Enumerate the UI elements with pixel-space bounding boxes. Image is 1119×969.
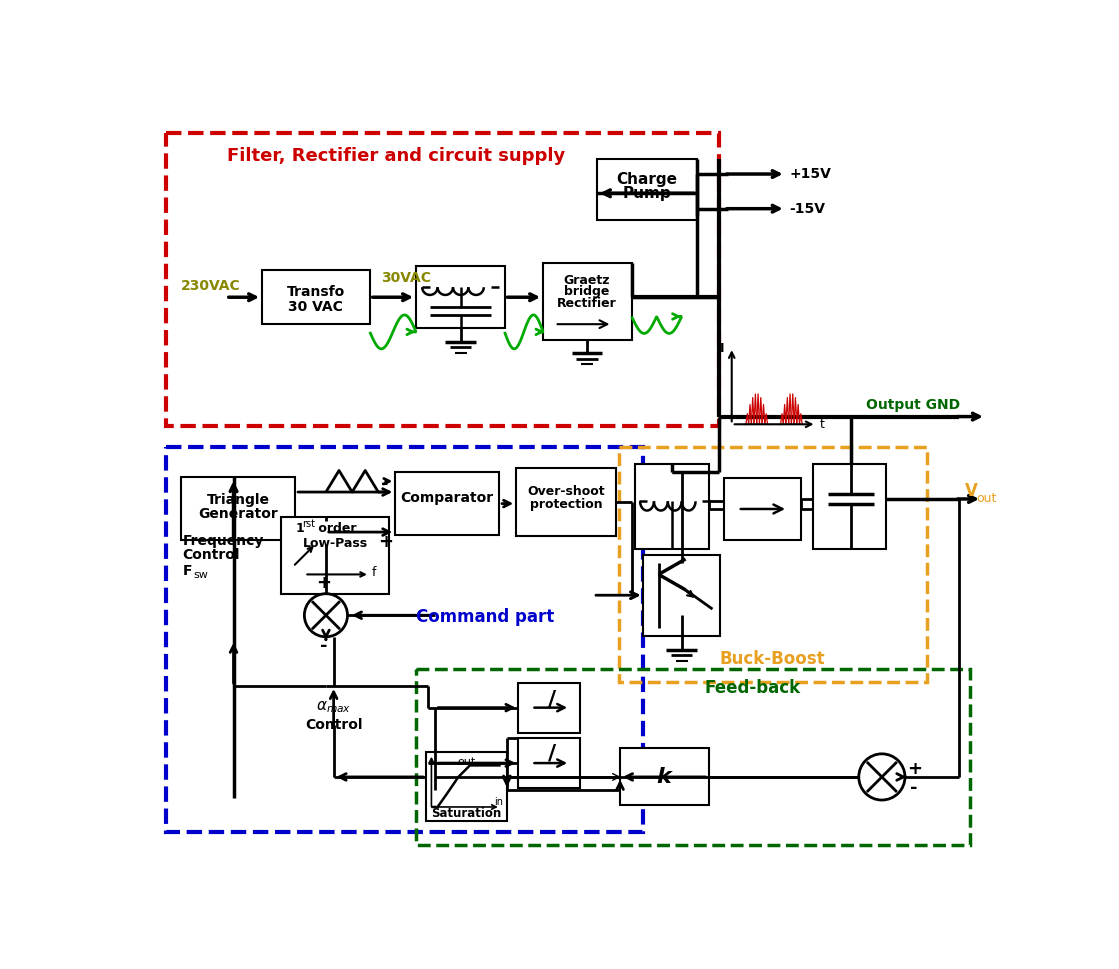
Text: k: k (657, 766, 671, 787)
Text: -: - (382, 476, 389, 493)
Bar (619, 448, 927, 682)
Text: +15V: +15V (790, 167, 831, 181)
Text: out: out (976, 492, 996, 506)
Text: -: - (320, 637, 328, 655)
Text: $\alpha_{max}$: $\alpha_{max}$ (316, 700, 351, 715)
Text: -15V: -15V (790, 202, 826, 216)
Text: 230VAC: 230VAC (181, 279, 241, 293)
Text: Charge: Charge (617, 172, 677, 187)
Text: f: f (372, 566, 376, 578)
Text: Triangle: Triangle (207, 493, 270, 507)
Bar (636, 464, 708, 549)
Text: Filter, Rectifier and circuit supply: Filter, Rectifier and circuit supply (227, 147, 565, 166)
Bar (518, 683, 580, 734)
Bar (596, 159, 697, 220)
Text: I: I (721, 342, 725, 356)
Text: Graetz: Graetz (564, 274, 610, 287)
Text: +: + (906, 761, 922, 778)
Bar (724, 478, 801, 540)
Text: F: F (182, 564, 192, 578)
Text: Rectifier: Rectifier (557, 297, 617, 310)
Text: Generator: Generator (198, 507, 278, 520)
Text: Command part: Command part (416, 608, 554, 626)
Bar (643, 555, 721, 636)
Text: Transfo: Transfo (286, 285, 345, 298)
Bar (516, 468, 617, 536)
Text: Control: Control (182, 548, 241, 562)
Bar (281, 516, 389, 594)
Text: /: / (548, 690, 556, 710)
Bar (426, 752, 507, 821)
Bar (518, 738, 580, 789)
Text: 1: 1 (295, 521, 304, 535)
Text: +: + (378, 533, 393, 551)
Text: /: / (548, 744, 556, 764)
Bar (166, 448, 643, 832)
Text: Over-shoot: Over-shoot (527, 484, 605, 498)
Text: 30VAC: 30VAC (382, 271, 431, 285)
Bar (262, 270, 369, 325)
Text: Feed-back: Feed-back (705, 678, 801, 697)
Text: +: + (317, 574, 331, 592)
Text: rst: rst (302, 519, 316, 529)
Text: protection: protection (530, 498, 602, 511)
Bar (416, 670, 970, 845)
Text: Saturation: Saturation (431, 806, 501, 820)
Text: Low-Pass: Low-Pass (302, 537, 368, 550)
Text: sw: sw (194, 570, 208, 580)
Text: -: - (911, 779, 918, 797)
Text: bridge: bridge (564, 285, 610, 298)
Bar (416, 266, 505, 328)
Bar (620, 748, 708, 805)
Text: 30 VAC: 30 VAC (289, 300, 344, 314)
Text: Buck-Boost: Buck-Boost (720, 650, 826, 669)
Text: Frequency: Frequency (182, 534, 264, 548)
Text: Output GND: Output GND (866, 398, 960, 412)
Text: Comparator: Comparator (401, 491, 493, 505)
Text: out: out (457, 757, 476, 766)
Text: Pump: Pump (622, 186, 671, 201)
Text: t: t (820, 418, 825, 431)
Bar (543, 263, 631, 339)
Text: order: order (313, 521, 356, 535)
Bar (812, 464, 886, 549)
Text: V: V (965, 483, 978, 500)
Bar (181, 477, 295, 540)
Text: Control: Control (304, 718, 363, 732)
Bar (166, 133, 718, 425)
Bar (395, 472, 499, 535)
Text: in: in (493, 797, 502, 806)
